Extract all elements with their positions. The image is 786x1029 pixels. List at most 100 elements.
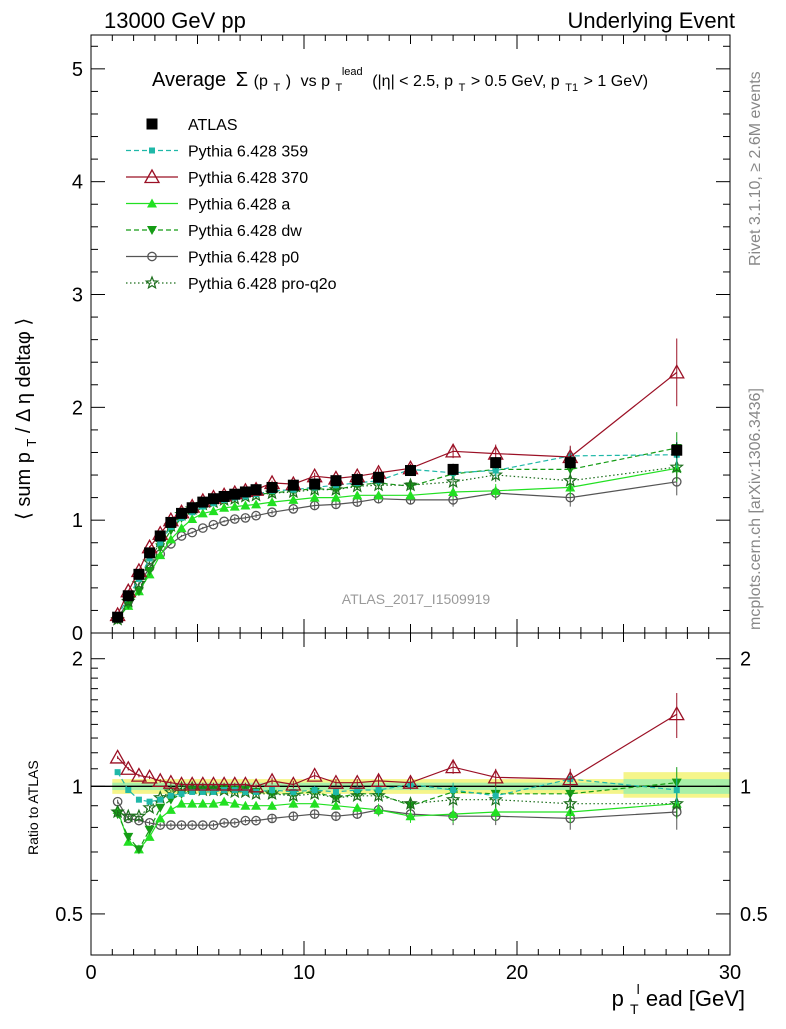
point-a [144,831,155,841]
point-a [288,798,299,808]
point-ATLAS [122,590,134,602]
point-p359 [332,788,339,795]
point-p0 [219,818,229,828]
point-p0 [288,504,299,514]
point-p370 [216,776,233,791]
point-p370 [370,772,387,788]
point-ATLAS [351,474,363,486]
y-tick-label: 2 [72,397,83,419]
point-ATLAS [112,611,124,623]
point-p370 [152,772,169,788]
point-p359 [167,792,174,799]
legend-item-p359: Pythia 6.428 359 [126,144,308,161]
point-p359 [199,788,206,795]
point-ATLAS [373,471,385,483]
point-p359 [135,796,142,803]
point-a [330,800,341,810]
series-ATLAS [112,442,683,623]
y-tick-label: 5 [72,59,83,81]
title-cuts-end: > 1 GeV) [584,73,648,90]
title-sigma: Σ [236,69,248,91]
legend-marker [149,147,155,154]
point-a [240,800,251,810]
main-ylabel-sub: T [24,439,39,447]
title-vs-sup: lead [342,66,363,78]
point-ATLAS [207,493,219,505]
point-p370 [120,760,137,775]
title-cuts: (|η| < 2.5, p [372,73,453,90]
x-tick-label: 10 [293,962,315,984]
point-p359 [146,555,153,562]
legend-label: Pythia 6.428 pro-q2o [188,276,337,293]
point-p0 [309,809,320,819]
point-p359 [492,792,499,799]
legend-item-dw: Pythia 6.428 dw [126,223,302,240]
point-proq2o [371,477,386,492]
point-ATLAS [490,457,502,469]
point-proq2o [562,473,578,487]
point-dw [123,832,134,842]
legend-label: ATLAS [188,117,238,134]
point-a [267,497,278,507]
series-line-p370 [117,713,678,787]
point-proq2o [669,796,685,810]
xlabel-a: p [612,986,624,1011]
point-p370 [487,769,504,784]
title-cuts-sub1: T [459,82,466,94]
main-axes: 0 1 2 3 4 5 [72,45,731,645]
point-a [165,534,176,544]
point-a [219,796,230,806]
point-p0 [187,527,198,538]
point-ATLAS [671,444,683,456]
point-proq2o [142,554,157,569]
ratio-y-tick-label-right: 2 [740,649,751,671]
point-a [251,800,262,810]
legend-marker [147,226,157,235]
point-ATLAS [266,481,278,493]
point-ATLAS [564,457,576,469]
point-a [176,798,187,808]
point-a [448,809,459,819]
legend-label: Pythia 6.428 370 [188,170,308,187]
y-tick-label: 0 [72,623,83,645]
point-a [405,811,416,821]
point-proq2o [669,459,685,474]
main-frame [90,34,731,634]
main-plot-area [109,338,685,626]
legend-marker [147,198,157,208]
point-proq2o [445,792,461,806]
y-tick-label: 4 [72,172,83,194]
point-proq2o [131,808,147,823]
series-a [112,790,682,854]
legend-marker [144,275,160,290]
point-a [267,800,278,810]
point-a [155,550,166,560]
legend-item-proq2o: Pythia 6.428 pro-q2o [126,275,337,293]
ratio-y-tick-label: 1 [72,776,83,798]
point-a [330,492,341,502]
point-p0 [251,510,261,521]
point-p370 [226,776,243,791]
point-p370 [349,774,366,789]
point-proq2o [131,575,147,590]
point-proq2o [328,482,344,496]
point-proq2o [264,786,280,801]
point-p0 [229,818,240,828]
point-ATLAS [330,475,342,487]
ratio-y-tick-label: 0.5 [55,904,83,926]
point-p0 [166,820,176,830]
point-proq2o [445,474,461,488]
mcplots-credit-text: mcplots.cern.ch [arXiv:1306.3436] [747,388,764,630]
point-p359 [492,467,499,474]
legend-label: Pythia 6.428 a [188,197,290,214]
legend-item-ATLAS: ATLAS [146,117,238,134]
ratio-y-tick-label: 2 [72,649,83,671]
main-ylabel: ⟨ sum p T / Δ η deltaφ ⟩ [13,318,41,520]
point-p359 [673,787,680,794]
point-p0 [176,820,187,830]
point-p370 [668,364,685,379]
point-p0 [288,811,299,822]
point-p370 [444,443,462,458]
point-a [405,490,416,500]
point-dw [144,825,155,835]
